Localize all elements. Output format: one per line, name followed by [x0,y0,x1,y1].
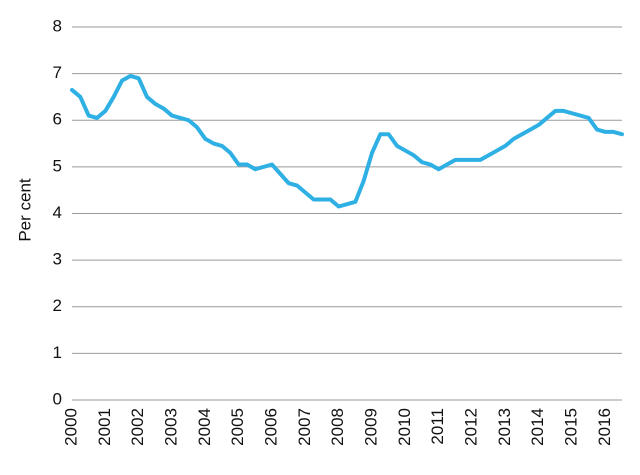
y-tick-label: 7 [53,63,62,82]
x-tick-label: 2000 [61,408,80,446]
x-tick-label: 2016 [595,408,614,446]
x-tick-label: 2014 [528,408,547,446]
x-tick-label: 2010 [395,408,414,446]
x-tick-label: 2008 [328,408,347,446]
y-tick-label: 6 [53,110,62,129]
x-tick-label: 2002 [128,408,147,446]
x-tick-label: 2005 [228,408,247,446]
y-axis-label: Per cent [15,178,34,242]
x-tick-label: 2007 [295,408,314,446]
x-tick-label: 2011 [428,408,447,445]
y-tick-label: 8 [53,16,62,35]
x-tick-label: 2013 [495,408,514,446]
x-tick-label: 2015 [561,408,580,446]
x-tick-label: 2012 [461,408,480,446]
x-tick-label: 2003 [161,408,180,446]
y-tick-label: 5 [53,156,62,175]
x-tick-label: 2009 [361,408,380,446]
data-line [70,73,624,209]
y-tick-label: 0 [53,389,62,408]
x-tick-label: 2006 [261,408,280,446]
y-tick-label: 2 [53,296,62,315]
x-tick-label: 2001 [95,408,114,446]
y-tick-label: 4 [53,203,62,222]
y-tick-label: 3 [53,250,62,269]
y-tick-label: 1 [53,343,62,362]
x-tick-label: 2004 [195,408,214,446]
